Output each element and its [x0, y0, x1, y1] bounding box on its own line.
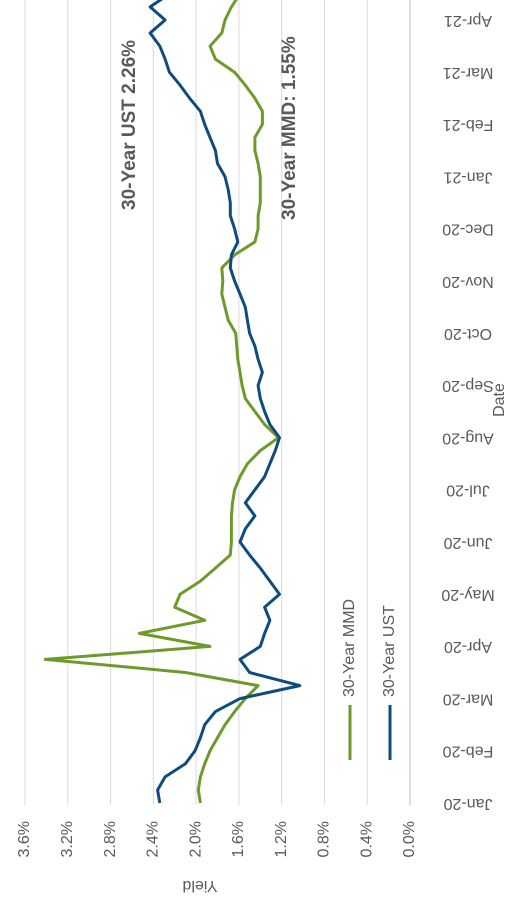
rotated-chart: Yield Date 0.0% 0.4% 0.8% 1.2% 1.6% 2.0% 2.4% 2…	[16, 0, 508, 894]
series-line	[148, 0, 302, 804]
y-tick-label: 1.6%	[230, 821, 247, 857]
x-tick-label: Dec-20	[442, 221, 494, 238]
x-axis-title: Date	[491, 383, 508, 417]
x-tick-label: Aug-20	[442, 429, 494, 446]
x-tick-label: Mar-20	[443, 690, 494, 707]
y-tick-label: 2.8%	[102, 821, 119, 857]
y-axis-title: Yield	[183, 877, 218, 894]
y-tick-label: 0.8%	[316, 821, 333, 857]
x-tick-label: Feb-21	[443, 116, 494, 133]
y-tick-label: 3.6%	[16, 821, 33, 857]
annotation: 30-Year UST 2.26%	[119, 40, 140, 210]
legend-label: 30-Year MMD	[341, 599, 358, 697]
y-tick-label: 2.0%	[187, 821, 204, 857]
x-tick-label: Jun-20	[443, 534, 492, 551]
x-tick-label: Feb-20	[443, 743, 494, 760]
legend-label: 30-Year UST	[381, 605, 398, 697]
x-tick-label: Apr-21	[444, 12, 492, 29]
y-tick-label: 3.2%	[59, 821, 76, 857]
x-tick-label: Jan-21	[443, 168, 492, 185]
x-tick-label: Mar-21	[443, 64, 494, 81]
y-tick-label: 0.4%	[358, 821, 375, 857]
x-tick-label: May-20	[441, 586, 494, 603]
y-tick-label: 2.4%	[145, 821, 162, 857]
y-tick-label: 0.0%	[401, 821, 418, 857]
x-tick-label: Apr-20	[444, 638, 492, 655]
x-tick-label: Oct-20	[444, 325, 492, 342]
x-tick-label: Sep-20	[442, 377, 494, 394]
x-tick-label: Nov-20	[442, 273, 494, 290]
series-line	[43, 0, 280, 804]
x-tick-label: Jan-20	[443, 795, 492, 812]
x-tick-label: Jul-20	[446, 482, 490, 499]
y-tick-label: 1.2%	[273, 821, 290, 857]
annotation: 30-Year MMD: 1.55%	[279, 36, 300, 220]
